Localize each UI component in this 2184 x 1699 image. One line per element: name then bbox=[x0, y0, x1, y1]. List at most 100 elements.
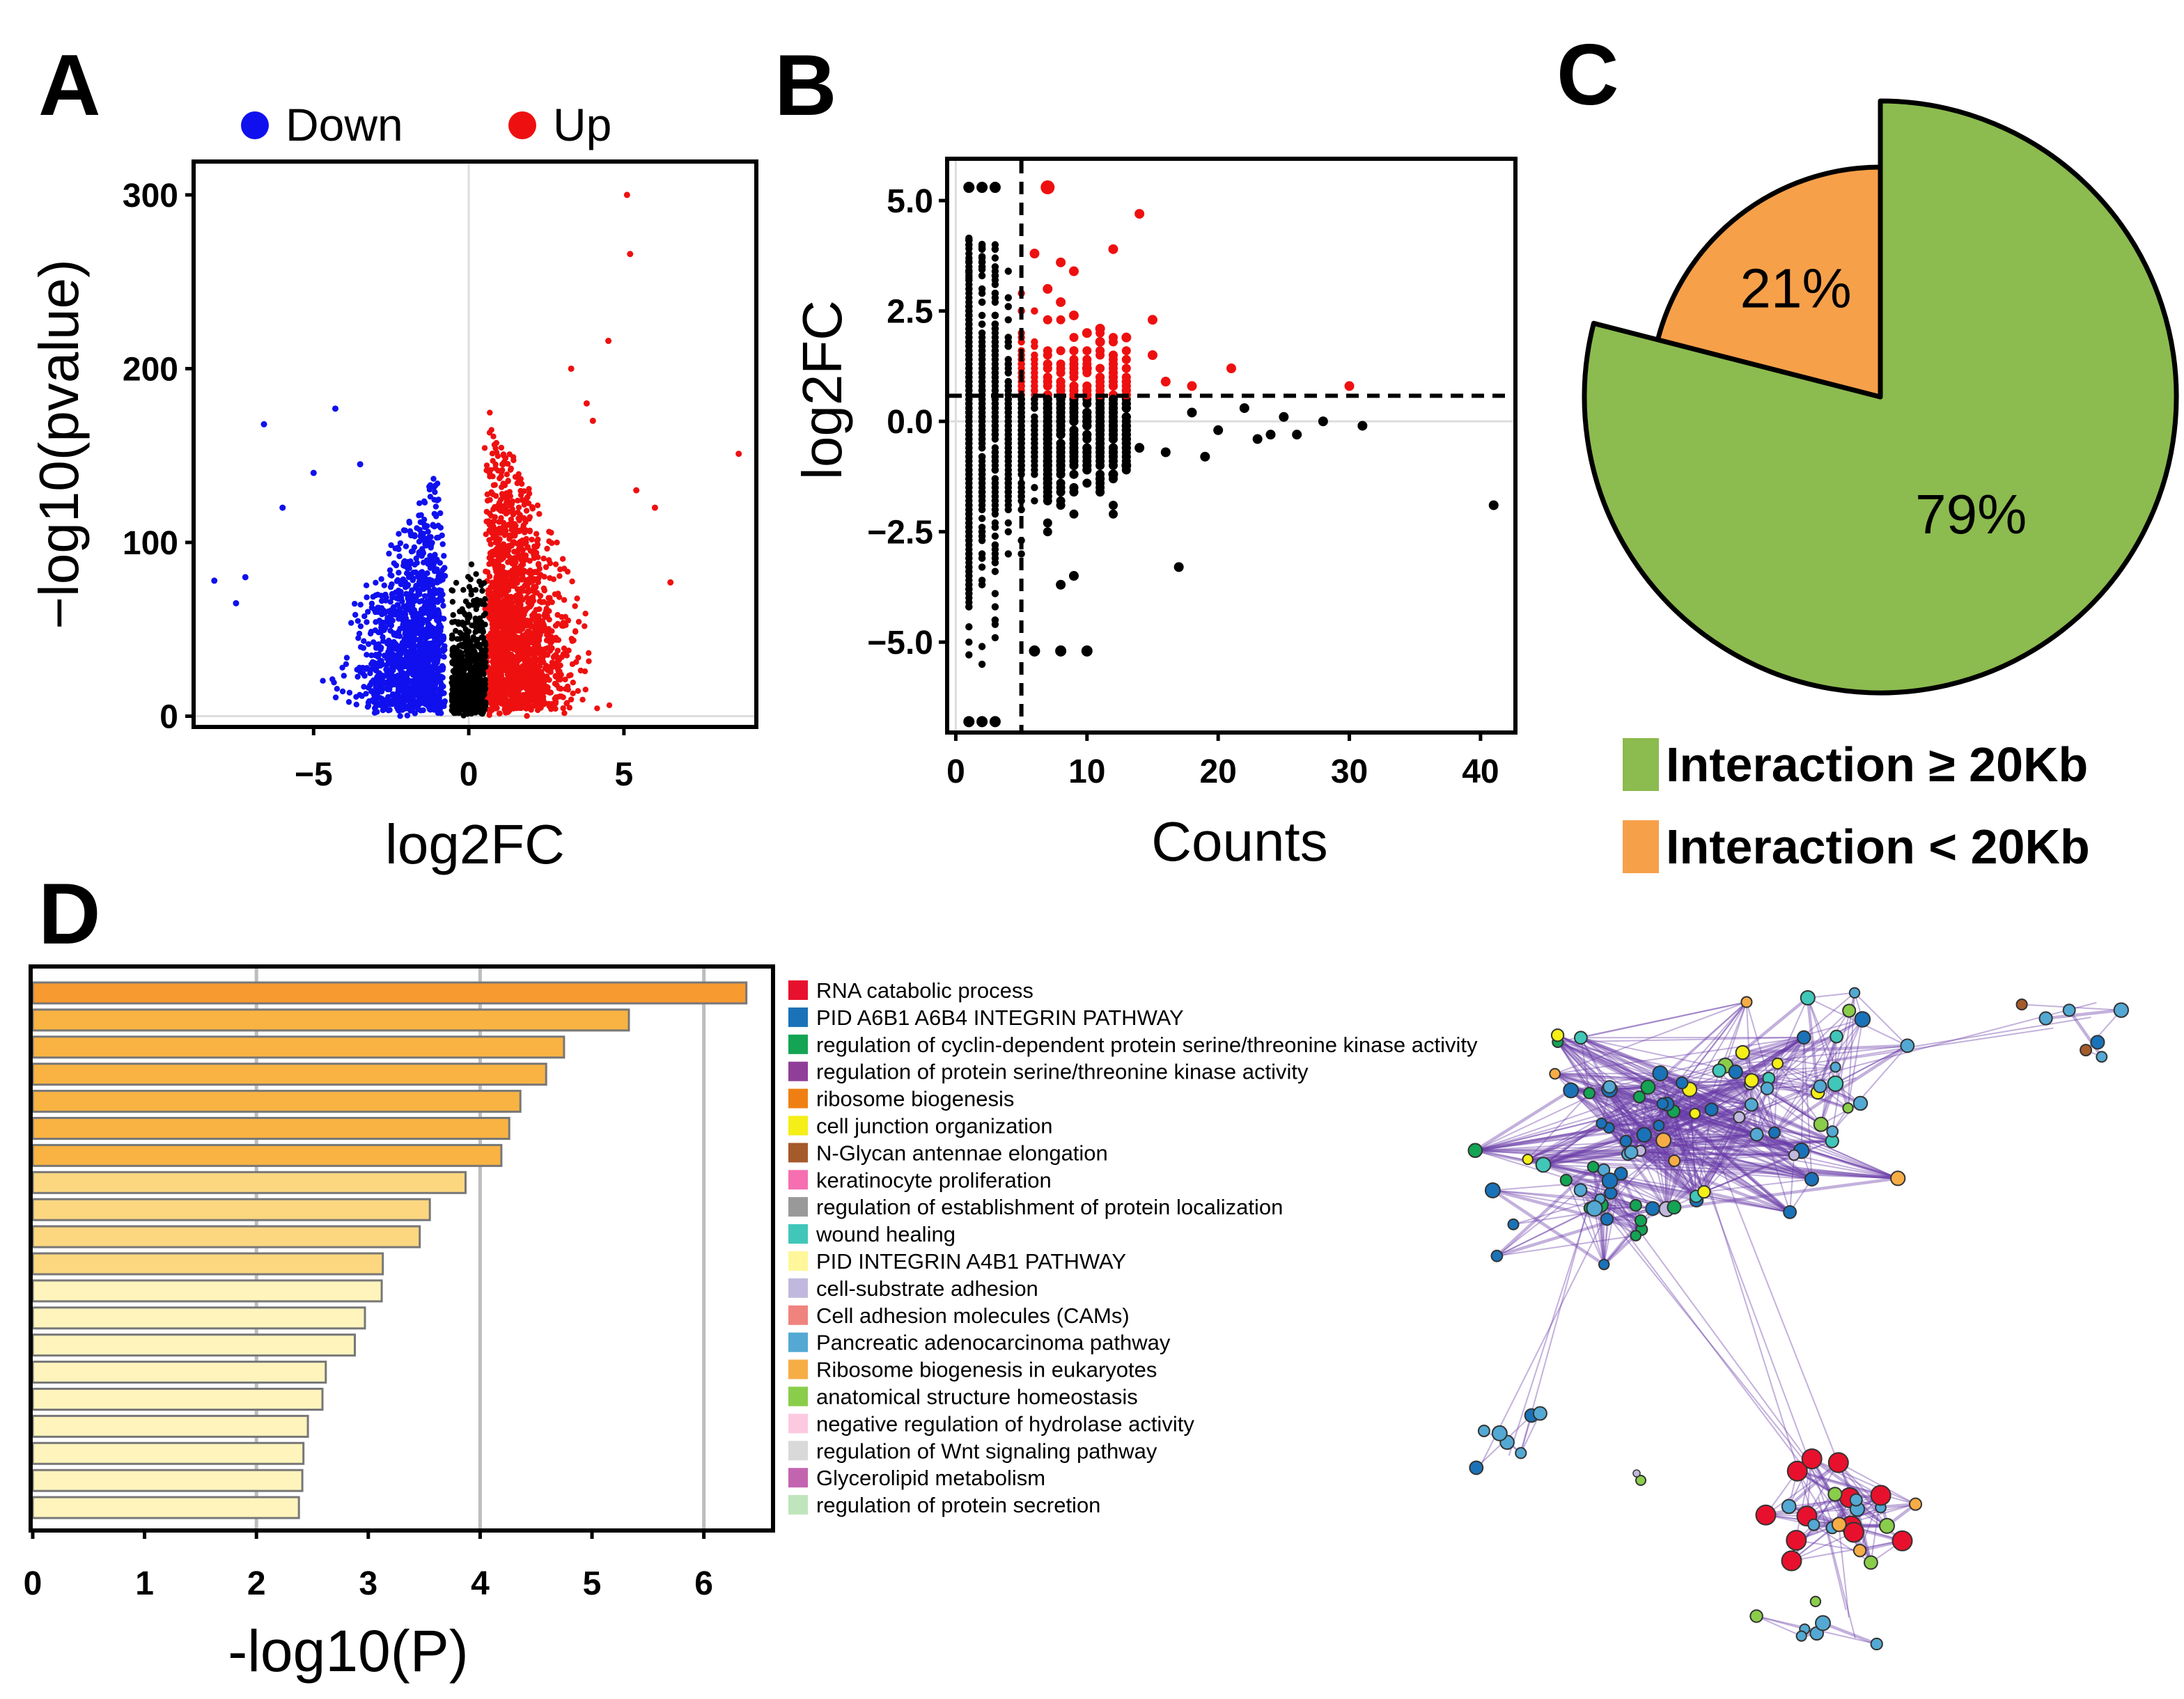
panel-a-cloud-point bbox=[500, 606, 506, 613]
panel-a-cloud-point bbox=[509, 694, 516, 700]
panel-a-cloud-point bbox=[397, 713, 403, 719]
panel-a-cloud-point bbox=[515, 554, 521, 561]
panel-a-cloud-point bbox=[497, 671, 504, 678]
panel-a-cloud-point bbox=[427, 588, 433, 595]
panel-a-cloud-point bbox=[554, 539, 560, 546]
panel-a-cloud-point bbox=[398, 581, 404, 588]
panel-a-cloud-point bbox=[554, 655, 561, 661]
panel-a-cloud-point bbox=[477, 705, 483, 711]
panel-a-cloud-point bbox=[389, 606, 396, 613]
panel-a-cloud-point bbox=[498, 677, 504, 684]
panel-b-cloud-point bbox=[991, 567, 999, 575]
panel-a-cloud-point bbox=[549, 628, 555, 634]
panel-a-cloud-point bbox=[582, 623, 588, 629]
panel-a-cloud-point bbox=[339, 688, 346, 695]
panel-a-cloud-point bbox=[419, 666, 426, 673]
panel-a-cloud-point bbox=[505, 499, 511, 505]
panel-a-point-up bbox=[589, 417, 596, 424]
panel-b-cloud-point bbox=[991, 634, 999, 641]
panel-a-cloud-point bbox=[508, 465, 514, 471]
panel-a-cloud-point bbox=[463, 648, 469, 654]
panel-a-cloud-point bbox=[574, 595, 580, 602]
panel-a-cloud-point bbox=[500, 508, 506, 515]
panel-a-cloud-point bbox=[520, 522, 526, 529]
panel-b-cloud-point bbox=[965, 590, 973, 597]
panel-b-cloud-point-up bbox=[1031, 343, 1038, 350]
panel-a-y-tick-label: 0 bbox=[159, 699, 178, 736]
panel-a-point-down bbox=[233, 600, 240, 606]
panel-a-cloud-point bbox=[552, 705, 559, 712]
panel-a-cloud-point bbox=[509, 572, 515, 578]
panel-a-cloud-point bbox=[343, 661, 350, 667]
panel-a-cloud-point bbox=[387, 622, 393, 628]
panel-a-cloud-point bbox=[537, 663, 543, 669]
panel-a-cloud-point bbox=[495, 561, 502, 567]
panel-b-cloud-point-up bbox=[1095, 346, 1105, 356]
panel-b-cloud-point bbox=[1004, 316, 1013, 324]
panel-b-cloud-point bbox=[991, 254, 999, 262]
panel-a-cloud-point bbox=[467, 576, 474, 583]
panel-a-cloud-point bbox=[403, 543, 410, 549]
panel-a-cloud-point bbox=[453, 579, 460, 586]
panel-a-cloud-point bbox=[387, 639, 393, 645]
panel-a-cloud-point bbox=[488, 489, 494, 495]
panel-a-cloud-point bbox=[511, 670, 518, 676]
panel-a-cloud-point bbox=[526, 683, 532, 689]
panel-a-cloud-point bbox=[456, 608, 463, 615]
panel-a-cloud-point bbox=[465, 628, 472, 635]
panel-a-cloud-point bbox=[523, 691, 529, 698]
panel-a-cloud-point bbox=[486, 602, 493, 609]
panel-b-cloud-point bbox=[1109, 509, 1118, 519]
panel-a-cloud-point bbox=[353, 701, 359, 707]
panel-a-cloud-point bbox=[375, 677, 382, 683]
panel-a-cloud-point bbox=[531, 552, 537, 558]
panel-a-cloud-point bbox=[582, 611, 588, 617]
panel-a-cloud-point bbox=[496, 633, 502, 640]
panel-a-cloud-point bbox=[450, 612, 456, 618]
panel-a-cloud-point bbox=[516, 619, 523, 625]
panel-a-cloud-point bbox=[354, 673, 361, 680]
panel-a-cloud-point bbox=[479, 627, 486, 633]
panel-a-cloud-point bbox=[394, 691, 401, 697]
panel-a-cloud-point bbox=[498, 473, 504, 480]
panel-a-cloud-point bbox=[492, 526, 498, 533]
panel-a-cloud-point bbox=[380, 702, 387, 709]
panel-a-cloud-point bbox=[515, 476, 522, 482]
panel-b: B 0 10 20 30 40 5.02.50.0−2.5−5.0 Counts log… bbox=[774, 38, 1518, 872]
panel-a-cloud-point bbox=[479, 689, 486, 695]
panel-a-cloud-point bbox=[393, 641, 399, 648]
panel-a-cloud-point bbox=[364, 594, 370, 600]
panel-a-cloud-point bbox=[526, 570, 532, 576]
panel-a-cloud-point bbox=[526, 657, 532, 664]
panel-a-cloud-point bbox=[501, 627, 508, 634]
panel-b-cloud-point bbox=[1056, 439, 1066, 448]
panel-b-cloud-point-up bbox=[1121, 381, 1131, 391]
panel-a-cloud-point bbox=[515, 515, 522, 522]
panel-a-cloud-point bbox=[423, 678, 429, 685]
panel-a-cloud-point bbox=[510, 684, 517, 691]
panel-a-cloud-point bbox=[481, 639, 488, 645]
panel-a-cloud-point bbox=[334, 686, 341, 692]
panel-a-cloud-point bbox=[434, 535, 440, 541]
panel-b-cloud-point bbox=[1095, 474, 1105, 484]
panel-a-cloud-point bbox=[547, 640, 554, 646]
panel-a-cloud-point bbox=[538, 623, 545, 629]
panel-b-cloud-point bbox=[965, 285, 973, 293]
panel-a-cloud-point bbox=[387, 682, 394, 689]
panel-b-cloud-point bbox=[991, 479, 999, 487]
panel-a-cloud-point bbox=[488, 666, 494, 672]
panel-a-cloud-point bbox=[449, 599, 456, 605]
panel-b-cloud-point bbox=[1069, 461, 1079, 470]
panel-a-cloud-point bbox=[494, 625, 501, 632]
panel-b-cloud-point bbox=[991, 603, 999, 611]
panel-b-cloud-point bbox=[1082, 430, 1092, 439]
panel-a-cloud-point bbox=[526, 529, 533, 535]
panel-a-cloud-point bbox=[544, 545, 550, 552]
panel-a-cloud-point bbox=[490, 558, 497, 565]
panel-a-cloud-point bbox=[416, 526, 423, 533]
panel-b-cloud-point bbox=[965, 492, 973, 501]
panel-a-cloud-point bbox=[442, 572, 448, 579]
panel-a-cloud-point bbox=[432, 489, 438, 495]
panel-a-cloud-point bbox=[519, 538, 526, 544]
